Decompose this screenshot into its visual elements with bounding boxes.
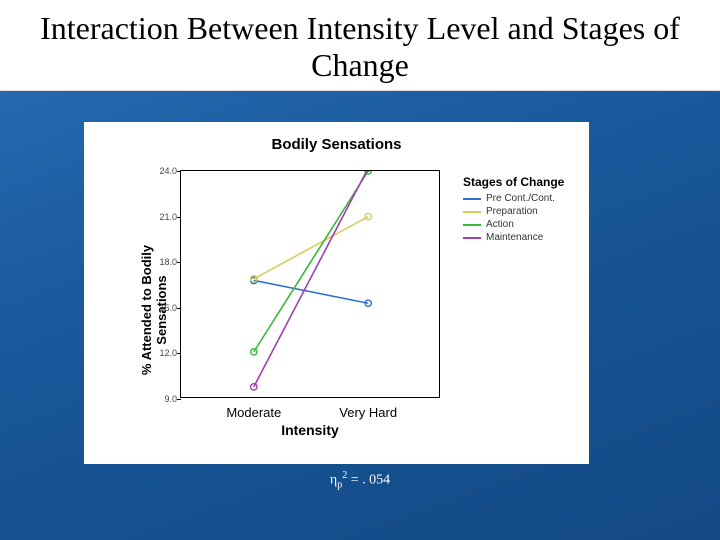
chart-panel: Bodily Sensations % Attended to Bodily S… <box>84 122 589 464</box>
chart-title: Bodily Sensations <box>84 136 589 153</box>
y-tick-label: 24.0 <box>159 166 177 176</box>
series-marker <box>365 213 371 219</box>
slide-title: Interaction Between Intensity Level and … <box>20 10 700 84</box>
legend-swatch <box>463 237 481 239</box>
series-line <box>254 280 368 303</box>
stat-caption: ηp2 = . 054 <box>0 470 720 490</box>
x-tick-label: Very Hard <box>339 405 397 420</box>
title-bar: Interaction Between Intensity Level and … <box>0 0 720 91</box>
y-tick-label: 18.0 <box>159 257 177 267</box>
legend-label: Maintenance <box>486 232 543 243</box>
legend-title: Stages of Change <box>463 176 583 189</box>
legend-swatch <box>463 224 481 226</box>
legend-item: Maintenance <box>463 232 583 243</box>
series-line <box>254 217 368 279</box>
chart-svg <box>181 171 441 399</box>
x-axis-label: Intensity <box>180 422 440 438</box>
legend-item: Pre Cont./Cont. <box>463 193 583 204</box>
legend-swatch <box>463 211 481 213</box>
plot-area: 9.012.015.018.021.024.0ModerateVery Hard <box>180 170 440 398</box>
legend-label: Pre Cont./Cont. <box>486 193 555 204</box>
y-tick-label: 21.0 <box>159 212 177 222</box>
legend-label: Action <box>486 219 514 230</box>
legend-item: Preparation <box>463 206 583 217</box>
x-tick-label: Moderate <box>226 405 281 420</box>
y-tick-label: 12.0 <box>159 348 177 358</box>
y-tick-label: 9.0 <box>164 394 177 404</box>
series-line <box>254 171 368 387</box>
legend-label: Preparation <box>486 206 538 217</box>
legend-item: Action <box>463 219 583 230</box>
series-line <box>254 171 368 352</box>
legend: Stages of Change Pre Cont./Cont. Preparat… <box>463 176 583 245</box>
y-tick-label: 15.0 <box>159 303 177 313</box>
legend-swatch <box>463 198 481 200</box>
